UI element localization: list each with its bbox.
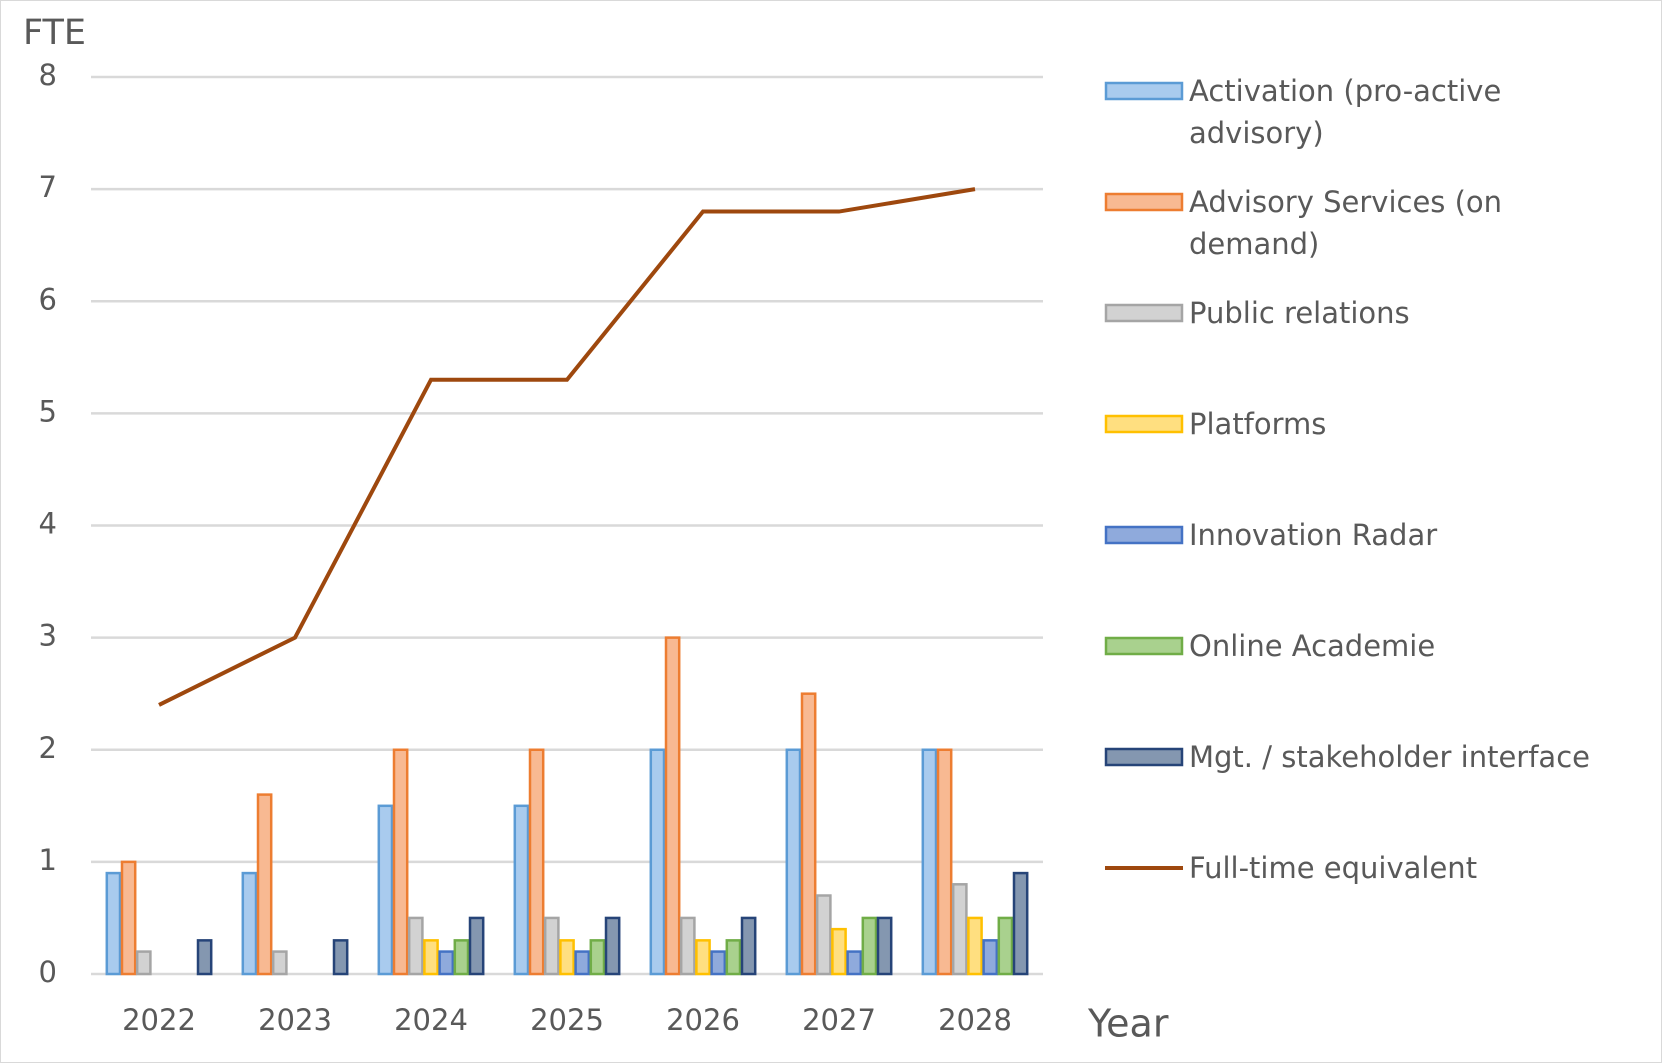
bar xyxy=(574,950,591,976)
y-tick-label: 5 xyxy=(39,394,57,428)
y-tick-label: 2 xyxy=(39,731,57,765)
bar xyxy=(196,939,213,976)
y-tick-label: 4 xyxy=(39,507,57,541)
bar xyxy=(241,871,258,976)
x-axis-label: Year xyxy=(1087,1002,1169,1046)
legend-label: Advisory Services (on demand) xyxy=(1189,185,1503,261)
bar xyxy=(423,939,439,976)
x-tick-label: 2026 xyxy=(666,1003,740,1037)
legend-label: Public relations xyxy=(1189,296,1410,330)
legend-swatch xyxy=(1104,192,1184,212)
legend-swatch xyxy=(1104,414,1184,434)
bar xyxy=(740,916,757,976)
x-tick-label: 2023 xyxy=(258,1003,332,1037)
bar xyxy=(438,950,455,976)
bar xyxy=(332,939,349,976)
bar xyxy=(528,748,545,976)
legend-swatch xyxy=(1104,747,1184,767)
legend-label: Activation (pro-active advisory) xyxy=(1189,74,1502,150)
y-tick-label: 7 xyxy=(39,170,57,204)
bar xyxy=(936,748,953,976)
bar xyxy=(543,916,560,976)
legend-swatch xyxy=(1104,303,1184,323)
bar xyxy=(256,793,273,976)
bar xyxy=(664,636,681,976)
bar xyxy=(876,916,893,976)
x-tick-label: 2025 xyxy=(530,1003,604,1037)
bar xyxy=(846,950,863,976)
bar xyxy=(679,916,696,976)
x-tick-label: 2022 xyxy=(122,1003,196,1037)
y-tick-label: 6 xyxy=(39,282,57,316)
bar xyxy=(468,916,485,976)
bar xyxy=(513,804,530,976)
y-tick-label: 3 xyxy=(39,619,57,653)
bar xyxy=(392,748,409,976)
legend-label: Innovation Radar xyxy=(1189,518,1438,552)
bar xyxy=(120,860,137,976)
bar xyxy=(725,939,742,976)
legend-label: Online Academie xyxy=(1189,629,1436,663)
y-tick-label: 1 xyxy=(39,843,57,877)
x-tick-label: 2024 xyxy=(394,1003,468,1037)
line xyxy=(158,187,976,707)
bar xyxy=(800,692,817,976)
bar xyxy=(1012,871,1029,976)
bar xyxy=(951,883,968,976)
bar xyxy=(710,950,727,976)
bar xyxy=(921,748,938,976)
x-tick-label: 2027 xyxy=(802,1003,876,1037)
bar xyxy=(559,939,575,976)
bar xyxy=(861,916,878,976)
legend-label: Mgt. / stakeholder interface xyxy=(1189,740,1590,774)
bar xyxy=(604,916,621,976)
bar xyxy=(271,950,288,976)
bar xyxy=(135,950,152,976)
y-axis-label: FTE xyxy=(23,13,86,53)
bar xyxy=(105,871,122,976)
bar xyxy=(997,916,1014,976)
bar xyxy=(695,939,711,976)
bar xyxy=(982,939,999,976)
bar xyxy=(967,916,983,976)
bar xyxy=(407,916,424,976)
x-tick-label: 2028 xyxy=(938,1003,1012,1037)
legend-swatch xyxy=(1104,636,1184,656)
legend-label: Full-time equivalent xyxy=(1189,851,1478,885)
y-tick-label: 8 xyxy=(39,58,57,92)
y-tick-label: 0 xyxy=(39,955,57,989)
bar xyxy=(831,927,847,976)
bar xyxy=(649,748,666,976)
legend-swatch xyxy=(1104,525,1184,545)
bar xyxy=(453,939,470,976)
bar xyxy=(589,939,606,976)
legend-swatch xyxy=(1104,81,1184,101)
bar xyxy=(815,894,832,976)
bar xyxy=(377,804,394,976)
bar xyxy=(785,748,802,976)
legend-label: Platforms xyxy=(1189,407,1327,441)
